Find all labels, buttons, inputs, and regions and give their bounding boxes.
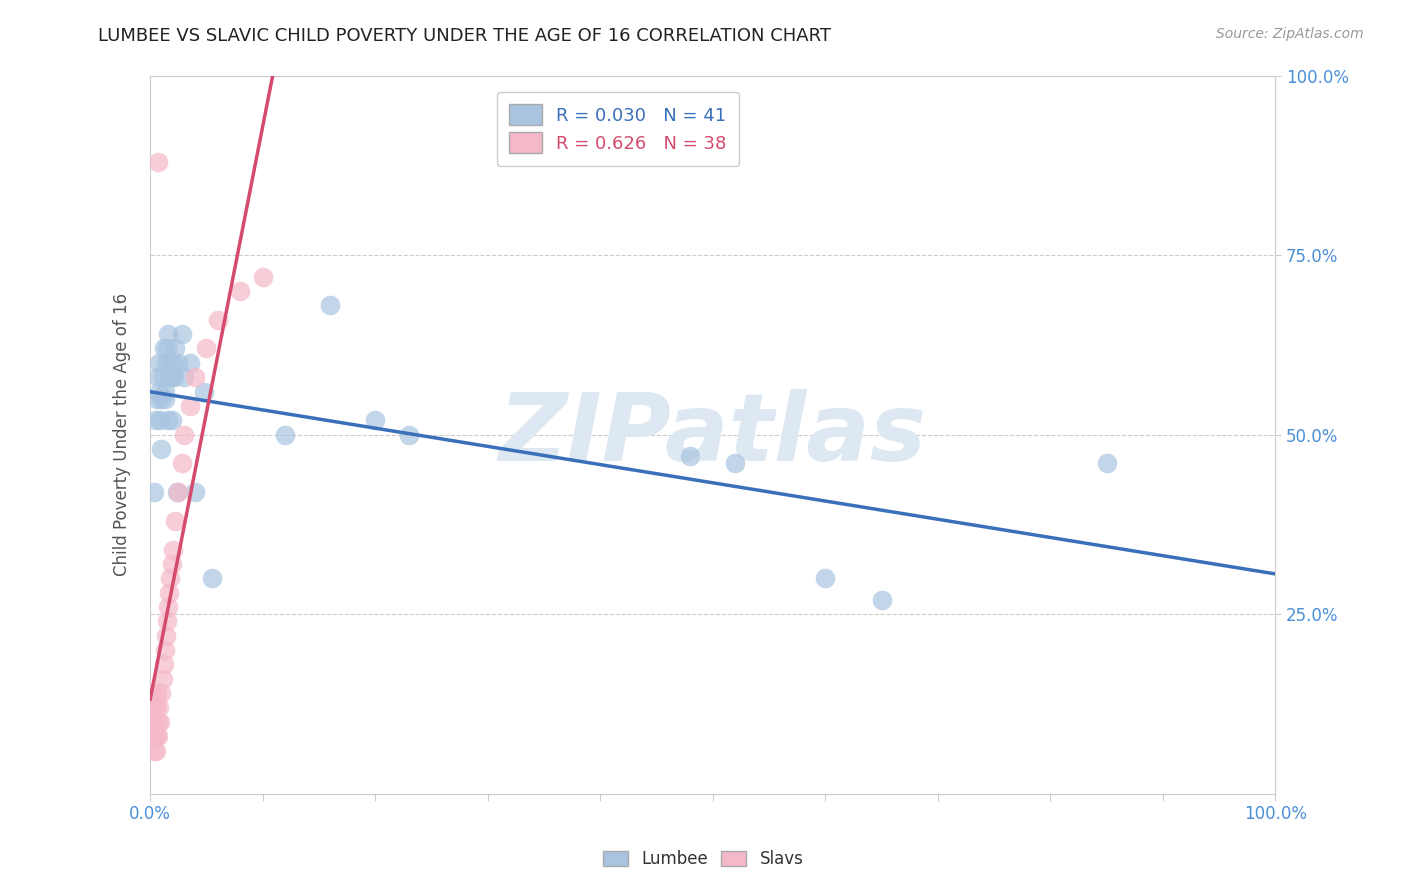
Point bbox=[870, 592, 893, 607]
Point bbox=[179, 356, 201, 370]
Point bbox=[152, 672, 174, 686]
Point bbox=[207, 312, 229, 326]
Text: Source: ZipAtlas.com: Source: ZipAtlas.com bbox=[1216, 27, 1364, 41]
Point bbox=[149, 413, 172, 427]
Point bbox=[157, 599, 180, 614]
Point bbox=[141, 714, 163, 729]
Point bbox=[160, 557, 183, 571]
Point bbox=[163, 370, 186, 384]
Point bbox=[179, 399, 201, 413]
Point bbox=[148, 700, 170, 714]
Point bbox=[184, 370, 207, 384]
Point bbox=[319, 298, 342, 312]
Point bbox=[167, 485, 190, 500]
Point bbox=[152, 342, 174, 356]
Point bbox=[153, 384, 176, 399]
Point bbox=[150, 442, 173, 456]
Legend: Lumbee, Slavs: Lumbee, Slavs bbox=[596, 844, 810, 875]
Legend: R = 0.030   N = 41, R = 0.626   N = 38: R = 0.030 N = 41, R = 0.626 N = 38 bbox=[496, 92, 740, 166]
Point bbox=[157, 327, 180, 342]
Point bbox=[153, 643, 176, 657]
Point bbox=[160, 413, 183, 427]
Point bbox=[156, 615, 179, 629]
Point bbox=[160, 370, 183, 384]
Point bbox=[170, 456, 193, 470]
Point bbox=[679, 449, 702, 463]
Point bbox=[173, 370, 195, 384]
Point bbox=[162, 542, 184, 557]
Point bbox=[156, 342, 179, 356]
Point bbox=[153, 392, 176, 406]
Point bbox=[159, 356, 181, 370]
Point bbox=[143, 729, 166, 743]
Point bbox=[152, 657, 174, 672]
Point bbox=[159, 571, 181, 585]
Point bbox=[162, 356, 184, 370]
Point bbox=[146, 686, 169, 700]
Point bbox=[155, 356, 177, 370]
Point bbox=[150, 392, 173, 406]
Point bbox=[148, 356, 170, 370]
Point bbox=[166, 485, 188, 500]
Point bbox=[163, 342, 186, 356]
Point bbox=[149, 714, 172, 729]
Point bbox=[364, 413, 387, 427]
Text: ZIPatlas: ZIPatlas bbox=[499, 389, 927, 481]
Point bbox=[145, 413, 167, 427]
Point bbox=[146, 729, 169, 743]
Point bbox=[157, 585, 180, 599]
Point bbox=[143, 700, 166, 714]
Point bbox=[173, 427, 195, 442]
Point bbox=[146, 392, 169, 406]
Point bbox=[150, 686, 173, 700]
Point bbox=[142, 485, 165, 500]
Point bbox=[195, 342, 218, 356]
Point bbox=[146, 714, 169, 729]
Point bbox=[1095, 456, 1118, 470]
Text: LUMBEE VS SLAVIC CHILD POVERTY UNDER THE AGE OF 16 CORRELATION CHART: LUMBEE VS SLAVIC CHILD POVERTY UNDER THE… bbox=[98, 27, 831, 45]
Point bbox=[141, 686, 163, 700]
Point bbox=[167, 356, 190, 370]
Point bbox=[141, 729, 163, 743]
Point bbox=[145, 700, 167, 714]
Point bbox=[163, 514, 186, 528]
Point bbox=[398, 427, 420, 442]
Point bbox=[252, 269, 274, 284]
Point bbox=[146, 729, 169, 743]
Point bbox=[201, 571, 224, 585]
Point bbox=[229, 284, 252, 298]
Point bbox=[155, 629, 177, 643]
Point bbox=[145, 743, 167, 757]
Point bbox=[142, 714, 165, 729]
Point bbox=[142, 743, 165, 757]
Point bbox=[157, 413, 180, 427]
Point bbox=[146, 370, 169, 384]
Point bbox=[148, 384, 170, 399]
Point bbox=[724, 456, 747, 470]
Point bbox=[193, 384, 215, 399]
Point bbox=[157, 370, 180, 384]
Point bbox=[152, 370, 174, 384]
Point bbox=[146, 154, 169, 169]
Point bbox=[184, 485, 207, 500]
Point bbox=[170, 327, 193, 342]
Point bbox=[274, 427, 297, 442]
Y-axis label: Child Poverty Under the Age of 16: Child Poverty Under the Age of 16 bbox=[114, 293, 131, 576]
Point bbox=[141, 700, 163, 714]
Point bbox=[814, 571, 837, 585]
